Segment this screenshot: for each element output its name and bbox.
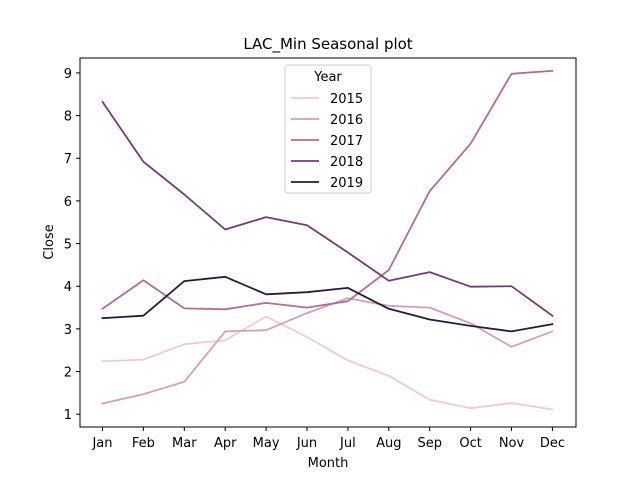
series-line-2016 [101, 297, 554, 405]
y-tick-label: 8 [64, 110, 72, 125]
legend: Year 2015 2016 2017 2018 2019 [284, 64, 372, 194]
y-tick-label: 1 [64, 408, 72, 423]
legend-label-2017: 2017 [330, 134, 363, 149]
x-axis-label: Month [308, 456, 349, 471]
legend-label-2015: 2015 [330, 92, 363, 107]
series-layer [101, 69, 554, 411]
y-tick-label: 4 [64, 280, 72, 295]
x-axis: Jan Feb Mar Apr May Jun Jul Aug Sep Oct Nov Dec [91, 427, 565, 451]
y-axis: 1 2 3 4 5 6 7 8 9 [64, 67, 80, 423]
y-tick-label: 6 [64, 195, 72, 210]
y-tick-label: 2 [64, 366, 72, 381]
y-tick-label: 9 [64, 67, 72, 82]
legend-label-2016: 2016 [330, 113, 363, 128]
x-tick-label: Aug [376, 436, 401, 451]
x-tick-label: Apr [214, 436, 237, 451]
legend-label-2019: 2019 [330, 176, 363, 191]
y-tick-label: 7 [64, 152, 72, 167]
x-tick-label: Jul [339, 436, 356, 451]
chart-title: LAC_Min Seasonal plot [243, 35, 412, 54]
x-tick-label: Jan [91, 436, 112, 451]
legend-label-2018: 2018 [330, 155, 363, 170]
x-tick-label: Feb [132, 436, 155, 451]
series-line-2015 [101, 315, 554, 411]
x-tick-label: Mar [172, 436, 197, 451]
legend-items: 2015 2016 2017 2018 2019 [291, 92, 363, 191]
series-line-2019 [101, 275, 554, 333]
series-line-2017 [101, 69, 554, 311]
y-tick-label: 5 [64, 238, 72, 253]
x-tick-label: Oct [459, 436, 481, 451]
x-tick-label: Jun [296, 436, 317, 451]
y-tick-label: 3 [64, 323, 72, 338]
y-axis-label: Close [42, 224, 57, 259]
x-tick-label: Dec [540, 436, 565, 451]
x-tick-label: Sep [417, 436, 442, 451]
legend-title: Year [313, 70, 342, 85]
x-tick-label: May [253, 436, 280, 451]
plot-frame [79, 57, 577, 428]
x-tick-label: Nov [499, 436, 525, 451]
series-line-2018 [101, 100, 554, 317]
